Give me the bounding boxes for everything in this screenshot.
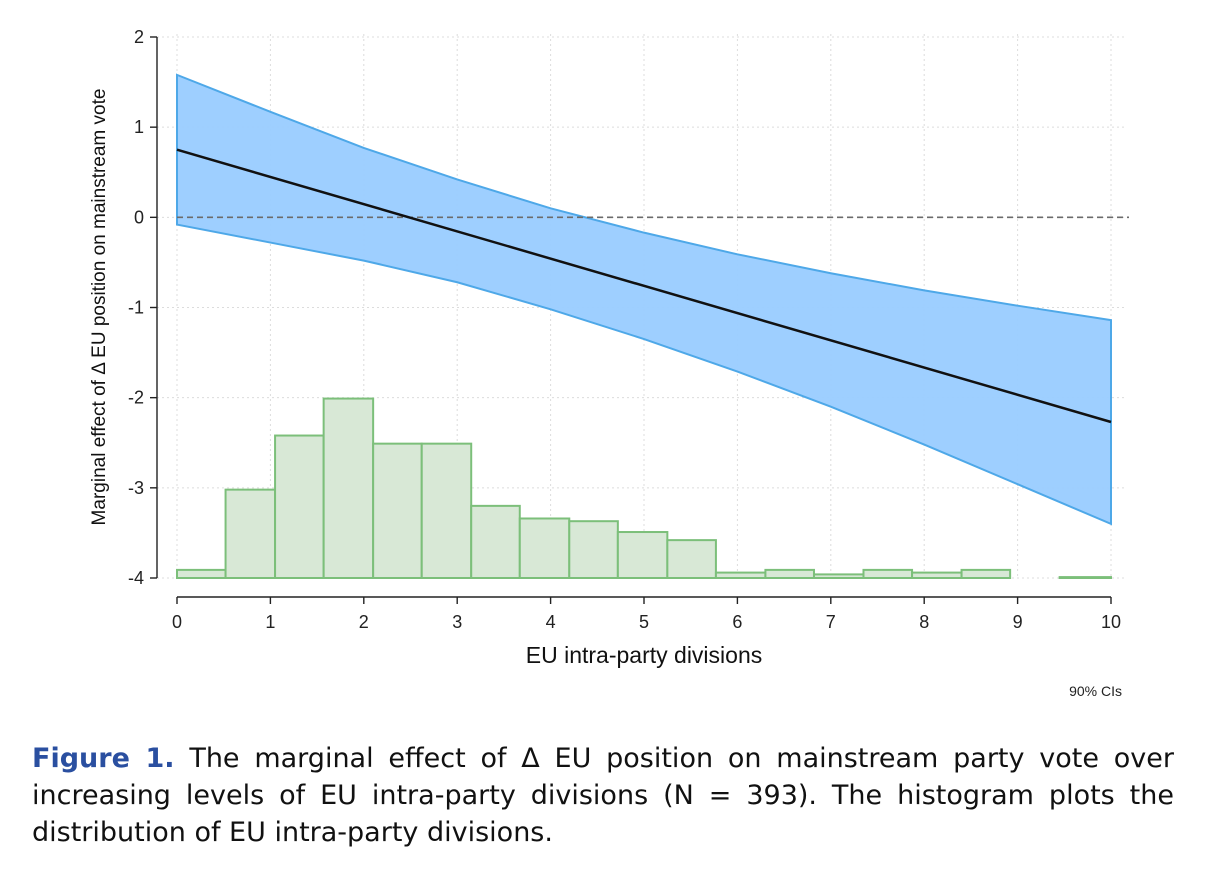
x-tick-label: 6 bbox=[732, 612, 742, 632]
y-tick-label: 1 bbox=[134, 117, 144, 137]
ci-note: 90% CIs bbox=[1069, 683, 1122, 699]
y-tick-label: 0 bbox=[134, 207, 144, 227]
histogram-bar bbox=[812, 573, 865, 579]
histogram-bar bbox=[420, 442, 473, 579]
x-tick-label: 10 bbox=[1101, 612, 1121, 632]
y-tick-label: -3 bbox=[128, 478, 144, 498]
x-axis-label: EU intra-party divisions bbox=[526, 642, 762, 668]
histogram-bar bbox=[616, 531, 669, 580]
x-tick-label: 9 bbox=[1013, 612, 1023, 632]
histogram bbox=[176, 397, 1113, 580]
figure-label: Figure 1. bbox=[32, 743, 175, 774]
confidence-band bbox=[176, 73, 1112, 526]
x-tick-label: 7 bbox=[826, 612, 836, 632]
x-tick-label: 3 bbox=[452, 612, 462, 632]
histogram-bar bbox=[224, 488, 277, 579]
histogram-bar bbox=[666, 539, 717, 580]
x-tick-label: 1 bbox=[265, 612, 275, 632]
histogram-bar bbox=[764, 568, 815, 580]
x-tick-label: 5 bbox=[639, 612, 649, 632]
histogram-bar bbox=[862, 568, 914, 580]
histogram-bar bbox=[714, 571, 767, 580]
histogram-bar bbox=[911, 571, 963, 580]
x-tick-label: 4 bbox=[546, 612, 556, 632]
histogram-bar bbox=[568, 520, 619, 580]
x-tick-label: 2 bbox=[359, 612, 369, 632]
x-tick-label: 0 bbox=[172, 612, 182, 632]
marginal-effect-chart: -4 -3 -2 -1 0 1 2 0 1 2 3 4 5 6 7 8 9 10 EU intra-party d… bbox=[89, 27, 1129, 668]
figure-caption: Figure 1. The marginal effect of Δ EU po… bbox=[32, 740, 1174, 851]
y-tick-label: -2 bbox=[128, 388, 144, 408]
histogram-bar bbox=[1058, 576, 1113, 579]
histogram-bar bbox=[470, 504, 521, 579]
histogram-bar bbox=[322, 397, 375, 579]
x-tick-label: 8 bbox=[919, 612, 929, 632]
y-axis-label: Marginal effect of Δ EU position on main… bbox=[89, 89, 110, 526]
histogram-bar bbox=[274, 434, 325, 579]
histogram-bar bbox=[372, 442, 423, 579]
y-tick-label: -1 bbox=[128, 298, 144, 318]
axes: -4 -3 -2 -1 0 1 2 0 1 2 3 4 5 6 7 8 9 10 bbox=[128, 27, 1121, 632]
histogram-bar bbox=[960, 568, 1012, 580]
caption-text: The marginal effect of Δ EU position on … bbox=[32, 743, 1174, 848]
y-tick-label: 2 bbox=[134, 27, 144, 47]
histogram-bar bbox=[518, 517, 571, 579]
marginal-effect-line bbox=[176, 148, 1112, 424]
histogram-bar bbox=[176, 568, 227, 580]
y-tick-label: -4 bbox=[128, 568, 144, 588]
